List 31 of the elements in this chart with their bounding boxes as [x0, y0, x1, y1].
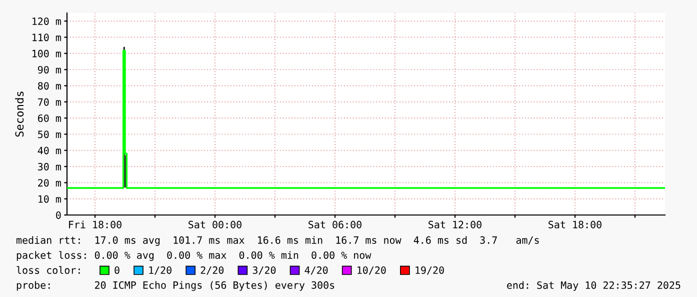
y-tick-label: 100 m	[32, 50, 61, 58]
y-axis-title: Seconds	[15, 92, 24, 137]
legend-label: 19/20	[416, 266, 444, 275]
y-tick-label: 80 m	[38, 82, 61, 90]
text: median rtt: 17.0 ms avg 101.7 ms max 16.6 ms min 16.7 ms now 4.6 ms sd 3.7 am/s	[16, 236, 539, 246]
text: probe: 20 ICMP Echo Pings (56 Bytes) every 300s	[16, 281, 334, 291]
x-tick-label: Sat 18:00	[548, 220, 602, 228]
y-tick-label: 20 m	[38, 179, 61, 187]
legend-label: 1/20	[149, 266, 172, 275]
x-tick-label: Sat 06:00	[308, 220, 362, 228]
y-tick-label: 60 m	[38, 114, 61, 122]
legend-title: loss color:	[16, 266, 80, 274]
x-tick-label: Sat 12:00	[428, 220, 482, 228]
y-tick-label: 30 m	[38, 162, 61, 170]
legend-label: 2/20	[200, 266, 224, 275]
x-tick-label: Sat 00:00	[188, 220, 242, 228]
y-tick-label: 10 m	[38, 195, 61, 203]
y-tick-label: 90 m	[38, 66, 61, 74]
y-tick-label: 70 m	[38, 98, 61, 106]
text: packet loss: 0.00 % avg 0.00 % max 0.00 % min 0.00 % now	[16, 251, 372, 261]
y-tick-label: 110 m	[32, 34, 61, 42]
y-tick-label: 0	[56, 211, 61, 219]
legend-label: 4/20	[304, 266, 328, 275]
legend-label: 0	[114, 266, 120, 274]
text: end: Sat May 10 22:35:27 2025	[507, 281, 680, 291]
legend-label: 10/20	[358, 266, 386, 275]
y-tick-label: 50 m	[38, 130, 61, 138]
x-tick-label: Fri 18:00	[69, 220, 122, 228]
y-tick-label: 40 m	[38, 146, 61, 154]
y-tick-label: 120 m	[32, 17, 61, 26]
legend-label: 3/20	[252, 266, 276, 275]
